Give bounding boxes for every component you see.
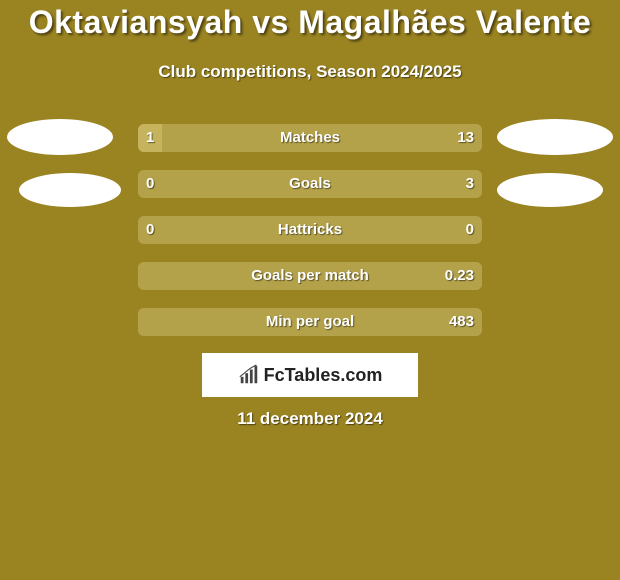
stat-bar-min-per-goal: Min per goal483 bbox=[138, 308, 482, 336]
team-badge-0 bbox=[7, 119, 113, 155]
page-title: Oktaviansyah vs Magalhães Valente bbox=[0, 4, 620, 41]
source-logo-box: FcTables.com bbox=[202, 353, 418, 397]
stat-right-value: 0.23 bbox=[445, 262, 474, 290]
stat-label: Hattricks bbox=[138, 216, 482, 244]
team-badge-1 bbox=[497, 119, 613, 155]
date-line: 11 december 2024 bbox=[0, 409, 620, 429]
stat-right-value: 3 bbox=[466, 170, 474, 198]
stat-left-value: 1 bbox=[146, 124, 154, 152]
stat-left-value: 0 bbox=[146, 216, 154, 244]
stat-bar-goals-per-match: Goals per match0.23 bbox=[138, 262, 482, 290]
stat-label: Min per goal bbox=[138, 308, 482, 336]
page-subtitle: Club competitions, Season 2024/2025 bbox=[0, 62, 620, 82]
stat-right-value: 0 bbox=[466, 216, 474, 244]
team-badge-3 bbox=[497, 173, 603, 207]
source-logo-text: FcTables.com bbox=[264, 365, 383, 386]
stat-right-value: 13 bbox=[457, 124, 474, 152]
stat-label: Goals per match bbox=[138, 262, 482, 290]
stat-left-value: 0 bbox=[146, 170, 154, 198]
comparison-infographic: Oktaviansyah vs Magalhães Valente Club c… bbox=[0, 0, 620, 580]
bar-chart-icon bbox=[238, 364, 260, 386]
stat-right-value: 483 bbox=[449, 308, 474, 336]
stat-label: Goals bbox=[138, 170, 482, 198]
stat-bar-goals: Goals0 3 bbox=[138, 170, 482, 198]
stat-label: Matches bbox=[138, 124, 482, 152]
team-badge-2 bbox=[19, 173, 121, 207]
stat-bar-hattricks: Hattricks0 0 bbox=[138, 216, 482, 244]
stat-bar-matches: Matches1 13 bbox=[138, 124, 482, 152]
